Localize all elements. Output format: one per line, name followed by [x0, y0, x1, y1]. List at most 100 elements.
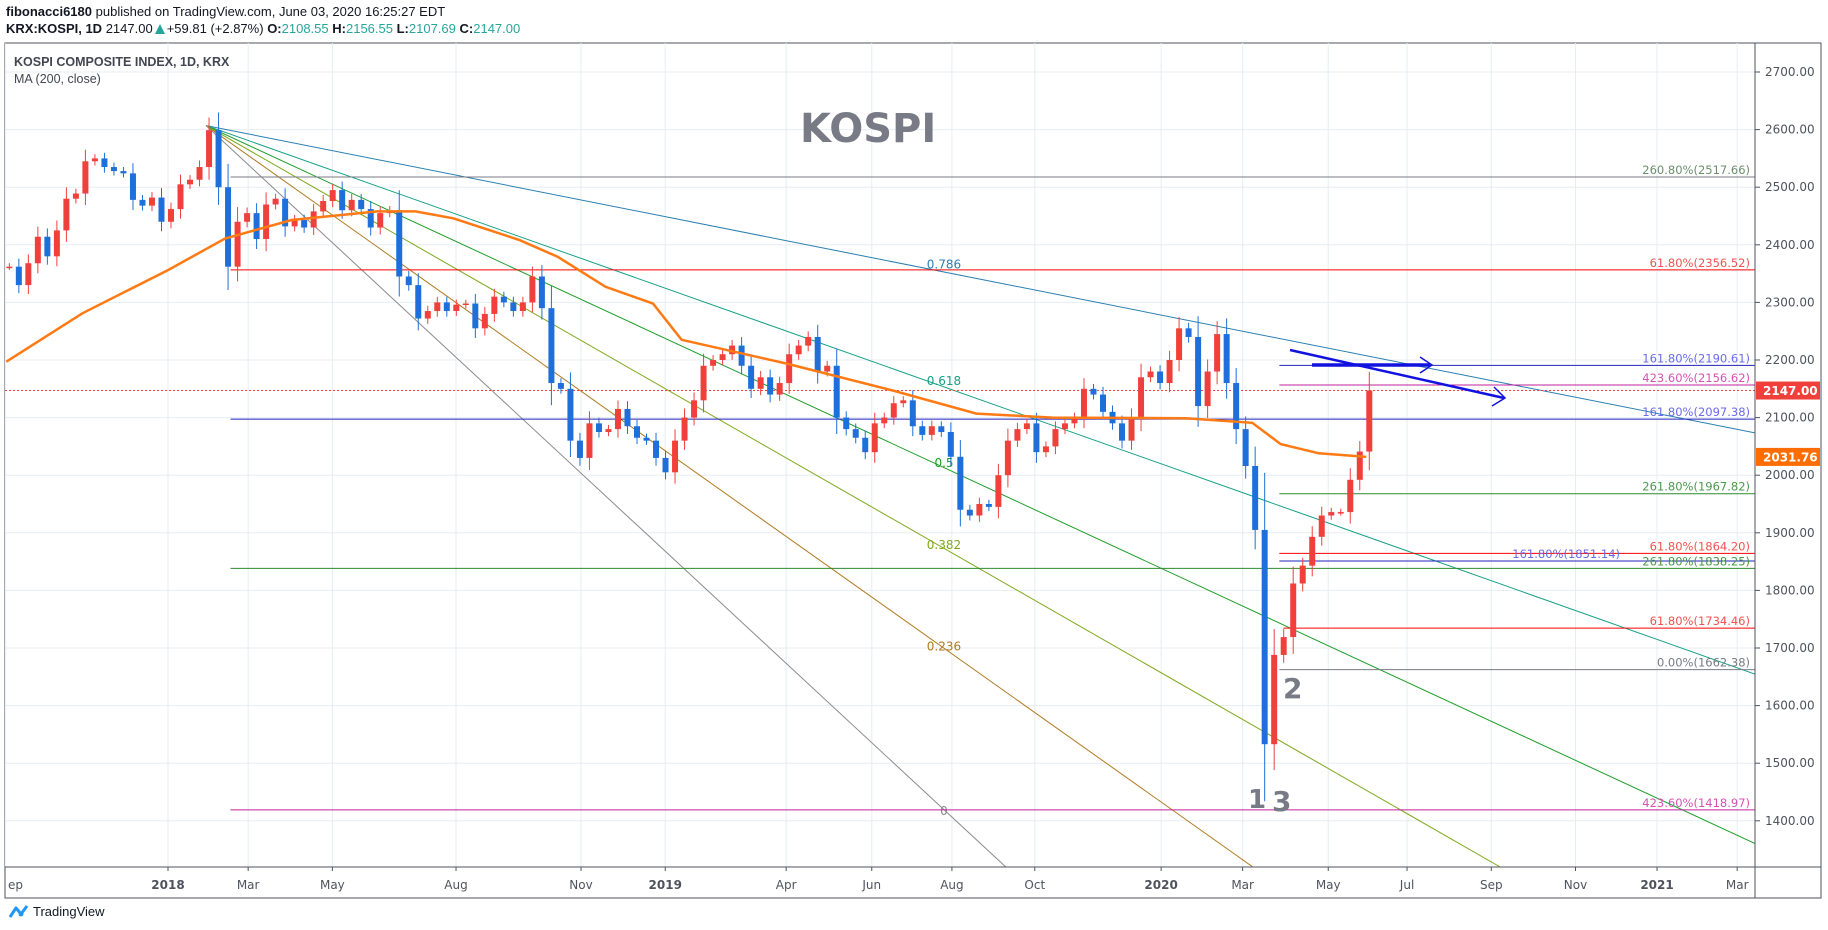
candle [653, 440, 660, 458]
time-tick-label: Aug [444, 878, 467, 892]
fib-level-label: 161.80%(1851.14) [1512, 547, 1620, 561]
fib-level-label: 260.80%(2517.66) [1642, 163, 1750, 177]
candle [72, 193, 79, 199]
candle [633, 426, 640, 438]
candle [719, 354, 726, 360]
candle [1185, 328, 1192, 337]
time-tick-label: Mar [1231, 878, 1254, 892]
candle [415, 285, 422, 319]
tradingview-brand: TradingView [33, 903, 105, 919]
last-price: 2147.00 [105, 21, 153, 36]
ma-legend[interactable]: MA (200, close) [14, 72, 101, 86]
trend-arrows[interactable] [1289, 348, 1507, 407]
fan-line-0.236[interactable] [205, 125, 1254, 867]
candle [1033, 423, 1040, 453]
fib-fan[interactable]: 0.786 0.618 0.5 0.382 0.236 0 [205, 125, 1755, 867]
candle [691, 400, 698, 418]
candle [1309, 536, 1316, 566]
price-tick-label: 2500.00 [1765, 180, 1815, 194]
wave-3-label: 3 [1272, 785, 1292, 818]
ma200-line[interactable] [5, 210, 1367, 459]
candle [700, 365, 707, 401]
price-tick-label: 1400.00 [1765, 814, 1815, 828]
fan-line-0[interactable] [205, 125, 1007, 867]
candle [377, 213, 384, 228]
candle [358, 199, 365, 210]
candle [538, 276, 545, 309]
candle [1252, 465, 1259, 530]
candle [1042, 446, 1049, 453]
candle [833, 365, 840, 418]
fan-level-label: 0.786 [927, 257, 961, 271]
candle [6, 266, 13, 269]
candle [110, 167, 117, 172]
candle [852, 429, 859, 438]
candle [215, 130, 222, 188]
candle [1166, 360, 1173, 384]
high-label: H: [332, 21, 346, 36]
candle [557, 383, 564, 389]
candle [443, 302, 450, 312]
symbol-info: KRX:KOSPI, 1D 2147.00 +59.81 (+2.87%) O:2… [6, 21, 520, 36]
fan-level-label: 0.382 [927, 538, 961, 552]
candle [614, 408, 621, 430]
publisher-name[interactable]: fibonacci6180 [6, 4, 92, 19]
chart-legend-title[interactable]: KOSPI COMPOSITE INDEX, 1D, KRX [14, 55, 230, 69]
candle [1242, 429, 1249, 466]
candle [263, 204, 270, 240]
candle [196, 167, 203, 180]
fib-levels[interactable]: 260.80%(2517.66) 61.80%(2356.52) 161.80%(2… [230, 163, 1755, 811]
candle [282, 198, 289, 227]
candle [871, 423, 878, 453]
price-tick-label: 1700.00 [1765, 641, 1815, 655]
candle [824, 365, 831, 372]
price-tick-label: 2700.00 [1765, 65, 1815, 79]
candle [481, 313, 488, 329]
fib-level-label: 423.60%(1418.97) [1642, 796, 1750, 810]
time-tick-label: Mar [237, 878, 260, 892]
fib-level-label: 423.60%(2156.62) [1642, 371, 1750, 385]
candle [1299, 565, 1306, 584]
time-tick-label: 2019 [649, 878, 682, 892]
diagonal-arrow[interactable] [1289, 348, 1505, 400]
candle [329, 190, 336, 202]
candle [1090, 388, 1097, 395]
candle [491, 296, 498, 314]
candle [1233, 383, 1240, 430]
time-axis[interactable]: ep 2018 Mar May Aug Nov 2019 Apr Jun Aug Oct 2020 Ma… [4, 867, 1749, 892]
fan-line-0.5[interactable] [205, 125, 1755, 844]
tradingview-logo[interactable]: TradingView [8, 903, 105, 919]
candle [966, 509, 973, 516]
candle [795, 345, 802, 355]
time-tick-label: Oct [1024, 878, 1045, 892]
candle [405, 276, 412, 286]
candle [624, 408, 631, 427]
candle [63, 198, 70, 231]
candle [738, 345, 745, 366]
time-tick-label: 2020 [1144, 878, 1177, 892]
candle [453, 304, 460, 312]
time-tick-label: Jul [1399, 878, 1414, 892]
candle [25, 263, 32, 286]
candle [805, 336, 812, 346]
candle [53, 230, 60, 257]
fan-line-0.382[interactable] [205, 125, 1501, 867]
candle [976, 504, 983, 516]
candle [881, 417, 888, 424]
price-axis[interactable]: 2700.00 2600.00 2500.00 2400.00 2300.00 2200.… [1755, 65, 1815, 828]
price-badge-label: 2147.00 [1763, 384, 1818, 398]
wave-2-label: 2 [1283, 672, 1303, 705]
candle [890, 403, 897, 418]
candle [301, 220, 308, 228]
candle [1099, 394, 1106, 412]
candle [1195, 336, 1202, 407]
candle [1290, 583, 1297, 638]
candle [1347, 479, 1354, 513]
published-text: published on TradingView.com, June 03, 2… [95, 4, 446, 19]
candle [1004, 440, 1011, 476]
fan-line-0.618[interactable] [205, 125, 1755, 675]
arrowhead-icon [1491, 386, 1507, 407]
fan-level-label: 0.618 [927, 374, 961, 388]
low-value: 2107.69 [408, 21, 456, 36]
